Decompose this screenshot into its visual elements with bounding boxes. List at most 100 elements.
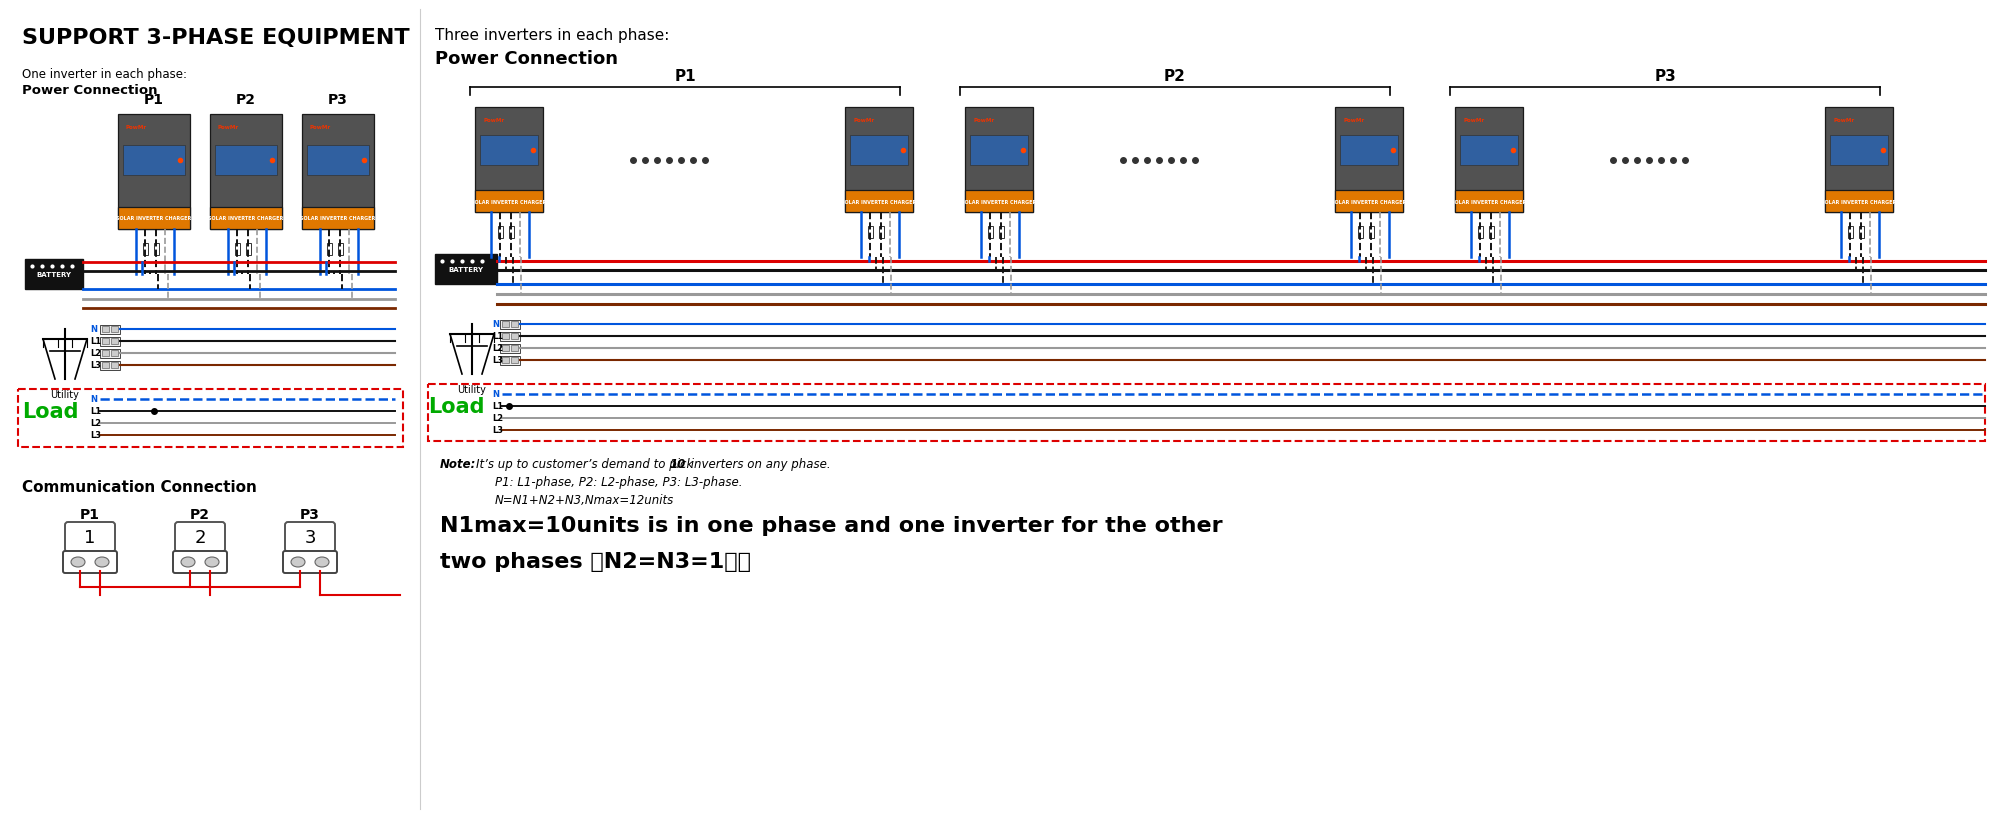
Ellipse shape: [292, 557, 304, 568]
FancyBboxPatch shape: [476, 108, 544, 213]
Text: N1max=10units is in one phase and one inverter for the other: N1max=10units is in one phase and one in…: [440, 515, 1222, 536]
Text: P3: P3: [328, 93, 348, 106]
FancyBboxPatch shape: [284, 551, 336, 573]
FancyBboxPatch shape: [844, 191, 912, 213]
Text: N: N: [90, 325, 96, 334]
Text: PowMr: PowMr: [218, 124, 240, 130]
FancyBboxPatch shape: [100, 337, 120, 346]
FancyBboxPatch shape: [1456, 108, 1524, 213]
Text: 1: 1: [84, 528, 96, 546]
Text: One inverter in each phase:: One inverter in each phase:: [22, 68, 188, 81]
Text: L1: L1: [90, 407, 102, 416]
Text: inverters on any phase.: inverters on any phase.: [688, 458, 830, 470]
Ellipse shape: [72, 557, 84, 568]
Text: L2: L2: [492, 344, 504, 353]
Text: 2: 2: [194, 528, 206, 546]
FancyBboxPatch shape: [174, 551, 228, 573]
FancyBboxPatch shape: [1824, 108, 1892, 213]
FancyBboxPatch shape: [64, 551, 116, 573]
Text: P1: P1: [80, 508, 100, 522]
FancyBboxPatch shape: [302, 208, 374, 229]
Text: L3: L3: [492, 426, 504, 435]
Text: SOLAR INVERTER CHARGER: SOLAR INVERTER CHARGER: [116, 216, 192, 221]
Text: It’s up to customer’s demand to pick: It’s up to customer’s demand to pick: [476, 458, 698, 470]
Text: N: N: [90, 395, 96, 404]
Text: PowMr: PowMr: [484, 118, 504, 123]
FancyBboxPatch shape: [302, 115, 374, 229]
FancyBboxPatch shape: [500, 344, 520, 353]
Text: PowMr: PowMr: [852, 118, 874, 123]
Text: 10: 10: [668, 458, 686, 470]
FancyBboxPatch shape: [102, 327, 108, 333]
Text: 3: 3: [304, 528, 316, 546]
FancyBboxPatch shape: [154, 244, 158, 256]
FancyBboxPatch shape: [512, 346, 518, 351]
Text: P2: P2: [236, 93, 256, 106]
FancyBboxPatch shape: [844, 108, 912, 213]
FancyBboxPatch shape: [326, 244, 332, 256]
Text: SOLAR INVERTER CHARGER: SOLAR INVERTER CHARGER: [1332, 199, 1406, 204]
FancyBboxPatch shape: [286, 523, 336, 552]
FancyBboxPatch shape: [1368, 227, 1374, 239]
FancyBboxPatch shape: [112, 338, 118, 345]
Text: two phases （N2=N3=1）：: two phases （N2=N3=1）：: [440, 551, 752, 572]
Text: SOLAR INVERTER CHARGER: SOLAR INVERTER CHARGER: [300, 216, 376, 221]
FancyBboxPatch shape: [500, 320, 520, 329]
FancyBboxPatch shape: [476, 191, 544, 213]
Text: P2: P2: [190, 508, 210, 522]
Ellipse shape: [180, 557, 196, 568]
Text: Load: Load: [428, 396, 484, 417]
Text: P1: L1-phase, P2: L2-phase, P3: L3-phase.: P1: L1-phase, P2: L2-phase, P3: L3-phase…: [496, 475, 742, 488]
FancyBboxPatch shape: [998, 227, 1004, 239]
Text: L2: L2: [90, 419, 102, 428]
FancyBboxPatch shape: [142, 244, 148, 256]
Text: PowMr: PowMr: [126, 124, 148, 130]
Text: Communication Connection: Communication Connection: [22, 479, 256, 495]
Text: Power Connection: Power Connection: [22, 84, 158, 97]
FancyBboxPatch shape: [112, 351, 118, 356]
FancyBboxPatch shape: [1848, 227, 1852, 239]
FancyBboxPatch shape: [118, 115, 190, 229]
FancyBboxPatch shape: [102, 351, 108, 356]
FancyBboxPatch shape: [512, 322, 518, 328]
FancyBboxPatch shape: [1336, 191, 1404, 213]
Text: SOLAR INVERTER CHARGER: SOLAR INVERTER CHARGER: [842, 199, 916, 204]
FancyBboxPatch shape: [1488, 227, 1494, 239]
FancyBboxPatch shape: [970, 136, 1028, 166]
FancyBboxPatch shape: [1456, 191, 1524, 213]
FancyBboxPatch shape: [512, 358, 518, 364]
FancyBboxPatch shape: [100, 361, 120, 370]
FancyBboxPatch shape: [100, 325, 120, 334]
FancyBboxPatch shape: [210, 208, 282, 229]
FancyBboxPatch shape: [112, 327, 118, 333]
Text: PowMr: PowMr: [1344, 118, 1364, 123]
Text: SOLAR INVERTER CHARGER: SOLAR INVERTER CHARGER: [208, 216, 284, 221]
FancyBboxPatch shape: [502, 358, 508, 364]
Text: PowMr: PowMr: [1464, 118, 1484, 123]
Text: SOLAR INVERTER CHARGER: SOLAR INVERTER CHARGER: [962, 199, 1036, 204]
FancyBboxPatch shape: [1460, 136, 1518, 166]
Text: L1: L1: [492, 402, 504, 411]
FancyBboxPatch shape: [964, 108, 1032, 213]
Text: P2: P2: [1164, 69, 1186, 84]
Ellipse shape: [96, 557, 108, 568]
Text: PowMr: PowMr: [972, 118, 994, 123]
Text: BATTERY: BATTERY: [448, 267, 484, 273]
FancyBboxPatch shape: [878, 227, 884, 239]
FancyBboxPatch shape: [64, 523, 116, 552]
FancyBboxPatch shape: [1478, 227, 1482, 239]
FancyBboxPatch shape: [480, 136, 538, 166]
FancyBboxPatch shape: [210, 115, 282, 229]
Text: Utility: Utility: [458, 385, 486, 395]
Text: L2: L2: [492, 414, 504, 423]
FancyBboxPatch shape: [216, 146, 276, 176]
Text: P1: P1: [674, 69, 696, 84]
FancyBboxPatch shape: [436, 255, 496, 285]
Text: L3: L3: [90, 431, 100, 440]
FancyBboxPatch shape: [512, 333, 518, 340]
Text: Power Connection: Power Connection: [436, 50, 618, 68]
FancyBboxPatch shape: [308, 146, 368, 176]
Text: L1: L1: [90, 337, 102, 346]
Text: L1: L1: [492, 332, 504, 341]
Text: L2: L2: [90, 349, 102, 358]
